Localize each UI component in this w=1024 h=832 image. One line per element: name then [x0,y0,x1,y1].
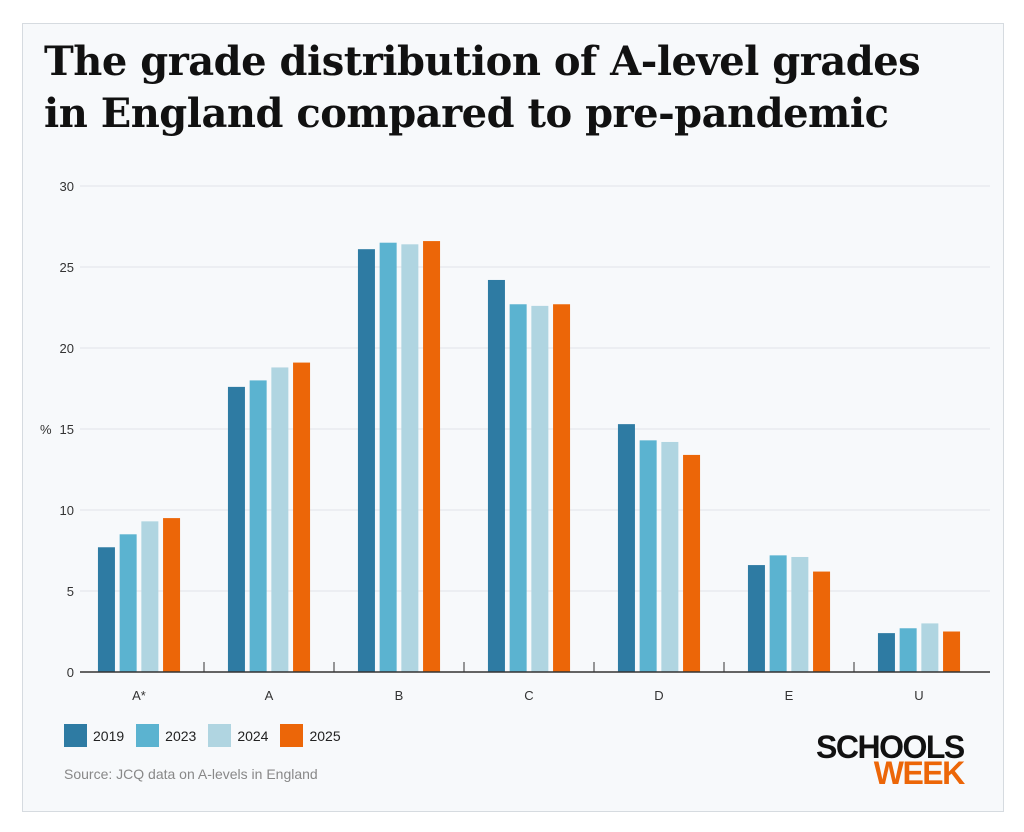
bar-U-2019 [877,633,895,672]
bar-C-2019 [487,279,505,672]
y-tick-label: 20 [60,341,74,356]
y-tick-label: 25 [60,260,74,275]
bar-B-2023 [379,242,397,672]
bar-A-2023 [249,380,267,672]
bar-A-2019 [227,386,245,672]
y-tick-label: 0 [67,665,74,680]
bar-A*-2025 [163,518,181,672]
bar-E-2025 [813,571,831,672]
legend-swatch [280,724,304,747]
y-tick-label: 10 [60,503,74,518]
bar-D-2019 [617,424,635,672]
logo-line-2: WEEK [873,755,965,791]
legend-label: 2024 [237,727,269,744]
bar-B-2019 [357,249,375,672]
bar-B-2025 [423,241,441,672]
x-tick-label: A [265,688,274,703]
legend-item-2025: 2025 [280,724,341,747]
x-tick-label: B [395,688,404,703]
bar-E-2019 [747,565,765,672]
bar-A*-2024 [141,521,159,672]
bar-E-2023 [769,555,787,672]
chart-title: The grade distribution of A-level grades… [44,38,921,137]
bar-A*-2023 [119,534,137,672]
bar-D-2023 [639,440,657,672]
bar-C-2024 [531,305,549,672]
bar-C-2023 [509,304,527,672]
legend-label: 2025 [309,727,341,744]
bar-D-2024 [661,441,679,672]
bar-A-2025 [293,362,311,672]
logo-line-1: SCHOOLS [816,729,965,765]
y-tick-label: 15 [60,422,74,437]
bar-A-2024 [271,367,289,672]
bar-U-2024 [921,623,939,672]
legend-item-2023: 2023 [136,724,196,747]
x-tick-label: E [785,688,794,703]
bar-D-2025 [683,454,701,672]
bar-C-2025 [553,304,571,672]
bar-B-2024 [401,244,419,672]
legend-label: 2023 [165,727,197,744]
bar-U-2025 [943,631,961,672]
schools-week-logo: SCHOOLS WEEK [816,729,965,791]
bar-A*-2019 [97,547,115,672]
x-tick-label: A* [132,688,146,703]
legend-label: 2019 [93,727,125,744]
source-note: Source: JCQ data on A-levels in England [64,766,318,782]
x-tick-label: C [524,688,533,703]
legend-item-2024: 2024 [208,724,268,747]
x-tick-label: U [914,688,923,703]
legend-swatch [208,724,232,747]
legend: 2019 2023 2024 2025 [64,724,341,747]
bar-U-2023 [899,628,917,672]
bar-E-2024 [791,556,809,672]
legend-swatch [64,724,87,747]
y-tick-label: 30 [60,179,74,194]
y-tick-label: 5 [67,584,74,599]
legend-swatch [136,724,160,747]
legend-item-2019: 2019 [64,724,124,747]
y-axis-label: % [40,422,52,437]
x-tick-label: D [654,688,663,703]
